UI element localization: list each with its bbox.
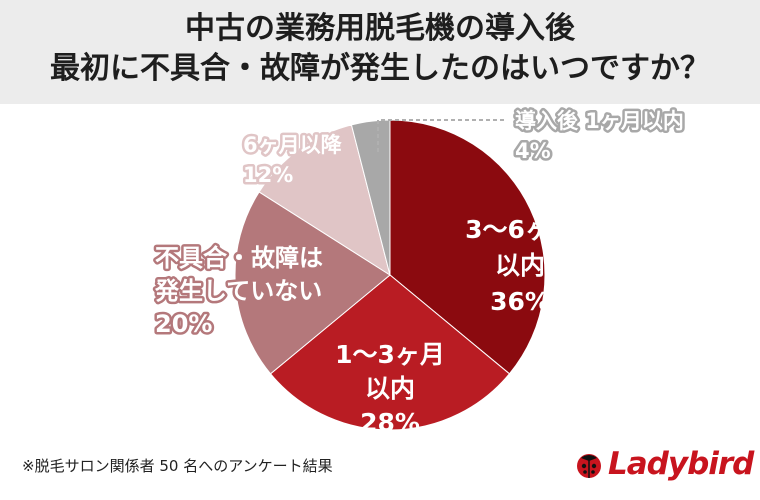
slice-percent-label: 4% — [515, 139, 551, 163]
brand-logo-text: Ladybird — [608, 446, 754, 482]
slice-percent-label: 36% — [490, 287, 550, 316]
slice-category-label: 6ヶ月以降 — [243, 133, 343, 157]
slice-percent-label: 20% — [155, 310, 212, 338]
pie-slice — [389, 119, 546, 375]
slice-category-label: 以内 — [495, 251, 545, 280]
brand-logo: Ladybird — [574, 446, 754, 482]
slice-category-label: 発生していない — [154, 277, 322, 305]
slice-percent-label: 12% — [243, 163, 293, 187]
footnote: ※脱毛サロン関係者 50 名へのアンケート結果 — [22, 457, 333, 475]
title-banner: 中古の業務用脱毛機の導入後 最初に不具合・故障が発生したのはいつですか？ — [0, 0, 760, 104]
leader-line — [377, 119, 506, 152]
pie-slice — [269, 274, 511, 431]
slice-category-label: 不具合・故障は — [155, 244, 323, 272]
chart-title-line-1: 中古の業務用脱毛機の導入後 — [185, 11, 575, 46]
slice-category-label: 1〜3ヶ月 — [335, 340, 445, 369]
slice-category-label: 導入後 1ヶ月以内 — [515, 109, 684, 133]
pie-slice — [234, 191, 391, 375]
slice-percent-label: 28% — [360, 408, 420, 437]
slice-category-label: 3〜6ヶ月 — [465, 215, 575, 244]
ladybug-icon — [577, 454, 601, 478]
slice-category-label: 以内 — [365, 374, 415, 403]
chart-title-line-2: 最初に不具合・故障が発生したのはいつですか？ — [50, 51, 710, 86]
pie-slice — [258, 124, 391, 277]
